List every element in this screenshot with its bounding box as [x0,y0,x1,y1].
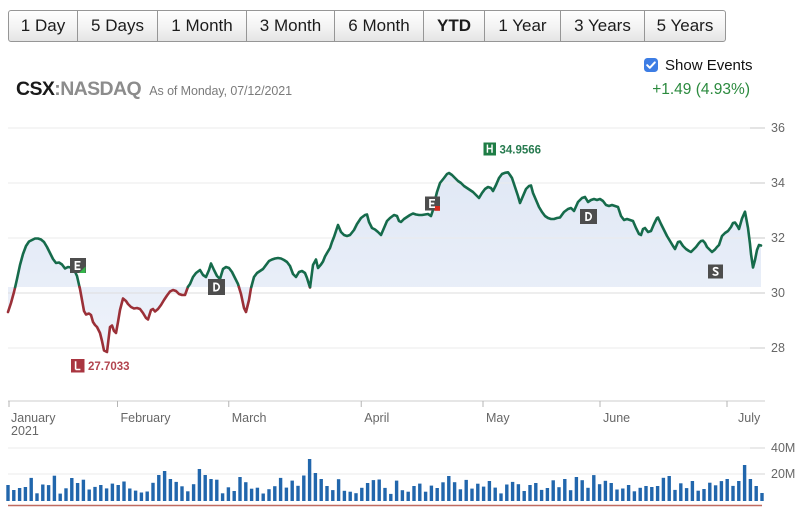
svg-text:July: July [738,411,761,425]
svg-text:27.7033: 27.7033 [88,361,130,373]
svg-text:30: 30 [771,286,785,300]
svg-text:May: May [486,411,510,425]
svg-text:34.9566: 34.9566 [500,145,542,157]
svg-text:36: 36 [771,121,785,135]
svg-text:28: 28 [771,341,785,355]
svg-text:34: 34 [771,176,785,190]
svg-text:March: March [232,411,267,425]
svg-text:40M: 40M [771,441,795,455]
svg-text:April: April [364,411,389,425]
svg-text:February: February [121,411,172,425]
svg-text:20M: 20M [771,467,795,481]
svg-text:32: 32 [771,231,785,245]
svg-text:June: June [603,411,630,425]
svg-text:2021: 2021 [11,424,39,438]
svg-text:January: January [11,411,56,425]
